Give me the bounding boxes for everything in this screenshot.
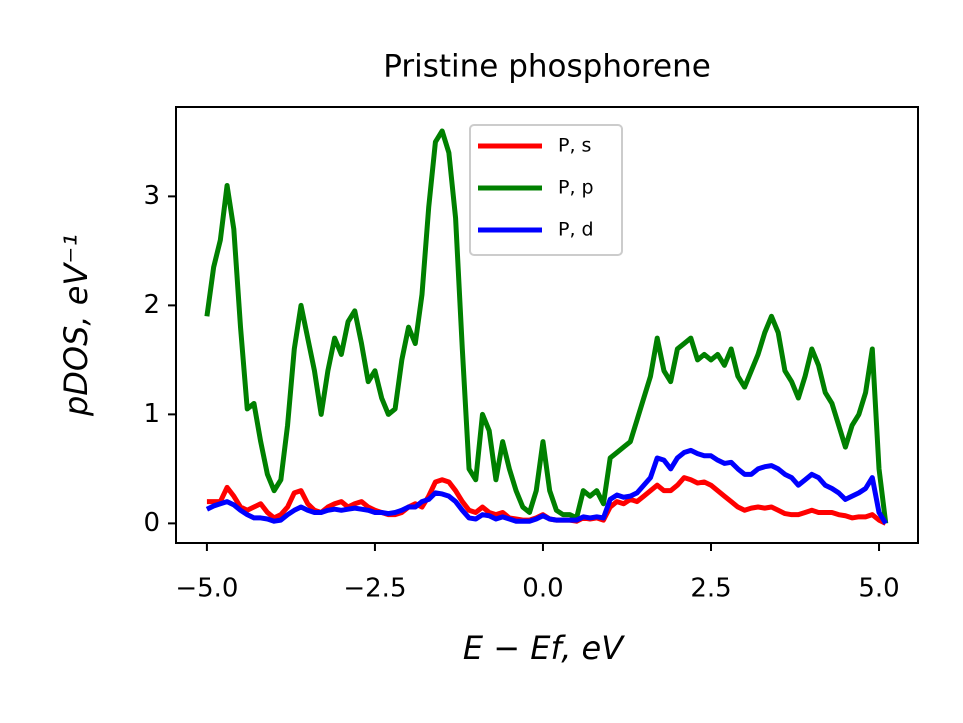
data-line: [205, 447, 888, 525]
data-line: [204, 128, 889, 524]
chart-title: Pristine phosphorene: [383, 49, 711, 85]
x-tick-label: 2.5: [690, 574, 731, 604]
legend-box: [469, 124, 623, 256]
legend-label: P, p: [558, 177, 594, 199]
x-axis-label: E − Ef, eV: [463, 629, 625, 667]
x-tick-label: −5.0: [175, 574, 238, 604]
y-tick-label: 2: [143, 290, 160, 320]
y-axis-label: pDOS, eV⁻¹: [57, 234, 95, 417]
x-tick-label: 5.0: [858, 574, 899, 604]
x-tick-label: −2.5: [343, 574, 406, 604]
legend-label: P, d: [558, 219, 594, 241]
y-tick-label: 1: [143, 399, 160, 429]
legend-label: P, s: [558, 135, 591, 157]
y-tick-label: 3: [143, 181, 160, 211]
y-tick-label: 0: [143, 508, 160, 538]
plot-frame: [175, 106, 919, 544]
x-tick-label: 0.0: [522, 574, 563, 604]
